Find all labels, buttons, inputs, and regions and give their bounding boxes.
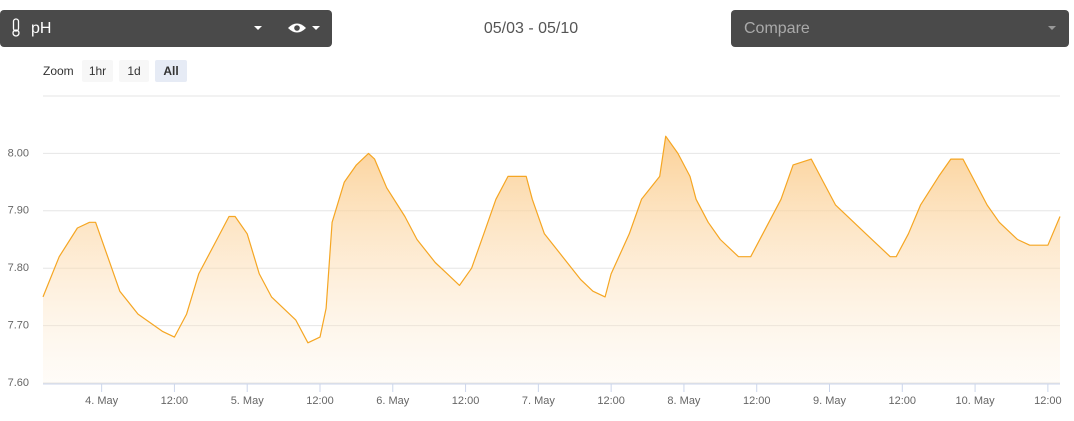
y-tick-label: 7.60 <box>8 377 29 389</box>
sensor-name[interactable]: pH <box>31 20 51 37</box>
zoom-button[interactable]: 1hr <box>82 60 113 82</box>
compare-select-box[interactable] <box>731 10 1069 47</box>
caret <box>312 26 320 30</box>
zoom-button[interactable]: All <box>155 60 187 82</box>
zoom-button-label[interactable]: 1d <box>127 64 140 78</box>
x-tick-label: 4. May <box>85 395 119 407</box>
zoom-button-box[interactable] <box>155 60 187 82</box>
x-tick-label: 12:00 <box>161 395 189 407</box>
caret <box>1048 26 1056 30</box>
x-tick-label: 10. May <box>956 395 996 407</box>
sensor-select-box[interactable] <box>0 10 332 47</box>
visibility-toggle[interactable] <box>288 23 320 33</box>
zoom-label: Zoom <box>43 64 74 78</box>
x-tick-label: 12:00 <box>306 395 334 407</box>
compare-select[interactable]: Compare <box>731 10 1069 47</box>
zoom-buttons: 1hr 1d All <box>82 60 187 82</box>
x-tick-label: 5. May <box>231 395 265 407</box>
x-tick-label: 7. May <box>522 395 556 407</box>
sensor-select[interactable]: pH <box>0 10 332 47</box>
x-tick-label: 6. May <box>376 395 410 407</box>
plot: 7.60 7.70 7.80 7.90 8.00 4. May 12:00 5. May 12:… <box>8 95 1062 407</box>
date-range: 05/03 - 05/10 <box>484 20 578 37</box>
x-tick-label: 12:00 <box>452 395 480 407</box>
data-line <box>42 135 1061 344</box>
y-tick-label: 7.80 <box>8 262 29 274</box>
compare-placeholder[interactable]: Compare <box>744 20 810 37</box>
zoom-button-box[interactable] <box>82 60 113 82</box>
y-tick-label: 7.90 <box>8 205 29 217</box>
area-fill <box>43 136 1060 383</box>
eye-pupil <box>294 25 300 31</box>
zoom-button[interactable]: 1d <box>119 60 149 82</box>
y-tick-label: 8.00 <box>8 147 29 159</box>
zoom-button-label[interactable]: 1hr <box>89 64 106 78</box>
zoom-button-box[interactable] <box>119 60 149 82</box>
x-tick-label: 12:00 <box>889 395 917 407</box>
y-tick-label: 7.70 <box>8 320 29 332</box>
caret <box>254 26 262 30</box>
x-tick-label: 12:00 <box>1034 395 1062 407</box>
x-tick-label: 12:00 <box>743 395 771 407</box>
x-tick-label: 8. May <box>667 395 701 407</box>
x-tick-label: 9. May <box>813 395 847 407</box>
x-tick-label: 12:00 <box>597 395 625 407</box>
zoom-button-label[interactable]: All <box>163 64 178 78</box>
thermometer-icon <box>12 18 20 37</box>
